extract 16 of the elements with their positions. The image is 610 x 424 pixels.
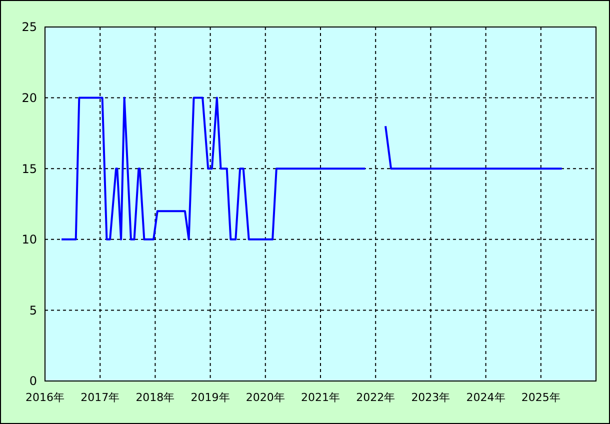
- x-tick-label: 2016年: [26, 391, 64, 404]
- y-tick-label: 15: [22, 162, 37, 176]
- x-tick-label: 2018年: [136, 391, 175, 404]
- x-tick-label: 2020年: [246, 391, 285, 404]
- x-tick-label: 2024年: [466, 391, 506, 404]
- y-tick-label: 10: [22, 232, 37, 247]
- y-tick-label: 5: [29, 303, 37, 318]
- x-tick-label: 2019年: [190, 391, 230, 404]
- x-tick-label: 2023年: [411, 391, 450, 404]
- y-tick-label: 25: [22, 20, 37, 34]
- y-tick-label: 0: [29, 374, 37, 388]
- x-tick-label: 2021年: [301, 391, 340, 404]
- x-tick-label: 2025年: [521, 391, 560, 404]
- x-tick-label: 2022年: [356, 391, 396, 404]
- y-tick-label: 20: [22, 91, 37, 105]
- x-tick-label: 2017年: [80, 391, 120, 404]
